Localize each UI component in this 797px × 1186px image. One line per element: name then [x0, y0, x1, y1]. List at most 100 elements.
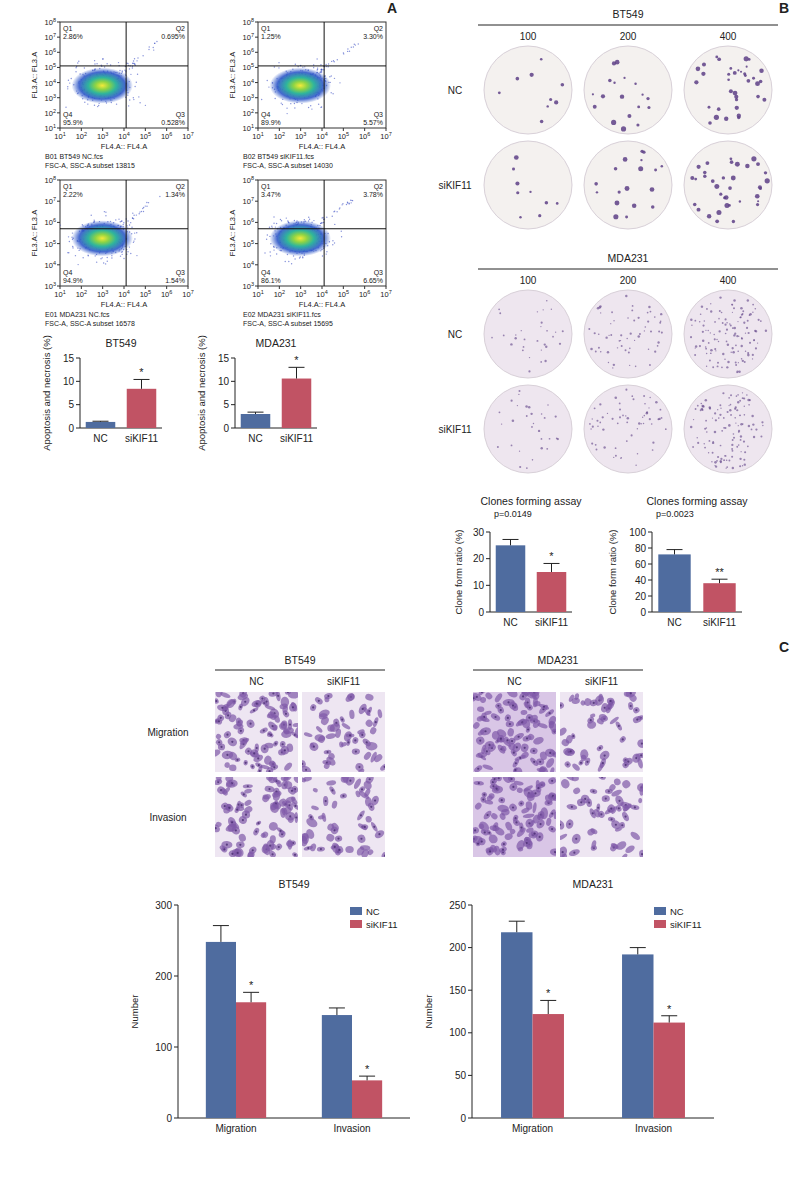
tick-base: 10: [54, 290, 62, 299]
y-tick: [57, 286, 60, 287]
colony: [741, 314, 743, 316]
tick-label: 108: [243, 17, 254, 27]
tick-label: 103: [295, 289, 306, 299]
colony: [516, 191, 519, 194]
colony: [654, 316, 656, 318]
x-tick: [166, 128, 167, 131]
y-tick: [57, 37, 60, 38]
colony: [491, 337, 493, 339]
y-axis-label: FL3.A:: FL3.A: [30, 52, 39, 98]
x-tick: [279, 286, 280, 289]
colony: [694, 80, 698, 84]
colony: [544, 417, 546, 419]
colony: [628, 352, 630, 354]
colony: [519, 466, 521, 468]
caption: B01 BT549 NC.fcs: [45, 153, 103, 160]
colony: [740, 345, 742, 347]
colony: [717, 57, 721, 61]
colony: [746, 66, 748, 68]
colony: [638, 422, 640, 424]
colony: [704, 320, 705, 321]
event-dot: [91, 215, 92, 216]
event-dot: [326, 253, 327, 254]
tick-base: 10: [118, 132, 126, 141]
quadrant-percent: 1.34%: [165, 191, 185, 198]
figure: ABC1011021031041051061071011021031041051…: [0, 0, 797, 1186]
event-dot: [137, 57, 138, 58]
event-dot: [313, 220, 314, 221]
colony: [657, 341, 659, 343]
colony: [731, 456, 733, 458]
colony: [708, 342, 710, 344]
event-dot: [103, 262, 104, 263]
event-dot: [354, 43, 355, 44]
colony: [555, 332, 556, 333]
quadrant-name: Q3: [176, 111, 185, 119]
density-cloud: [60, 196, 161, 266]
colony: [554, 100, 558, 104]
tick-base: 10: [243, 240, 251, 249]
colony: [599, 422, 601, 424]
colony: [704, 443, 705, 444]
x-tick: [386, 286, 387, 289]
plot-frame: [60, 180, 188, 286]
colony: [733, 334, 735, 336]
y-tick: [255, 112, 258, 113]
colony: [621, 457, 622, 458]
event-dot: [302, 256, 303, 257]
colony: [590, 428, 591, 429]
x-tick: [364, 286, 365, 289]
colony: [728, 186, 732, 190]
event-dot: [75, 67, 76, 68]
colony: [707, 214, 711, 218]
x-axis-label: FL4.A:: FL4.A: [101, 300, 147, 309]
colony: [615, 447, 617, 449]
event-dot: [322, 69, 323, 70]
colony: [625, 295, 627, 297]
culture-plate: [484, 385, 572, 473]
gate-line: [258, 228, 386, 229]
colony: [610, 334, 612, 336]
event-dot: [97, 106, 98, 107]
event-dot: [321, 217, 322, 218]
colony: [514, 337, 516, 339]
event-dot: [94, 60, 95, 61]
column-label: 400: [720, 31, 737, 42]
colony: [755, 428, 757, 430]
colony: [632, 305, 634, 307]
colony: [626, 421, 628, 423]
x-tick: [386, 128, 387, 131]
row-label: siKIF11: [438, 424, 472, 435]
event-dot: [331, 61, 332, 62]
quadrant-percent: 1.54%: [165, 277, 185, 284]
quadrant-percent: 0.695%: [161, 33, 185, 40]
event-dot: [133, 240, 134, 241]
colony: [741, 451, 742, 452]
event-dot: [136, 82, 137, 83]
colony: [706, 366, 707, 367]
culture-plate: [484, 141, 572, 229]
colony: [705, 420, 707, 422]
density-core: [72, 68, 133, 104]
colony: [615, 455, 617, 457]
tick-label: 101: [54, 131, 65, 141]
tick-base: 10: [274, 290, 282, 299]
colony: [630, 333, 632, 335]
event-dot: [278, 62, 279, 63]
tick-base: 10: [54, 132, 62, 141]
event-dot: [94, 105, 95, 106]
colony: [498, 308, 500, 310]
colony: [613, 457, 614, 458]
colony: [540, 326, 541, 327]
tick-exponent: 3: [251, 281, 254, 287]
tick-exponent: 4: [325, 131, 328, 137]
colony: [747, 354, 750, 357]
event-dot: [269, 227, 270, 228]
colony: [631, 395, 633, 397]
colony: [595, 351, 597, 353]
colony: [652, 441, 654, 443]
event-dot: [84, 102, 85, 103]
colony: [735, 162, 740, 167]
event-dot: [358, 43, 359, 44]
colony: [714, 338, 716, 340]
